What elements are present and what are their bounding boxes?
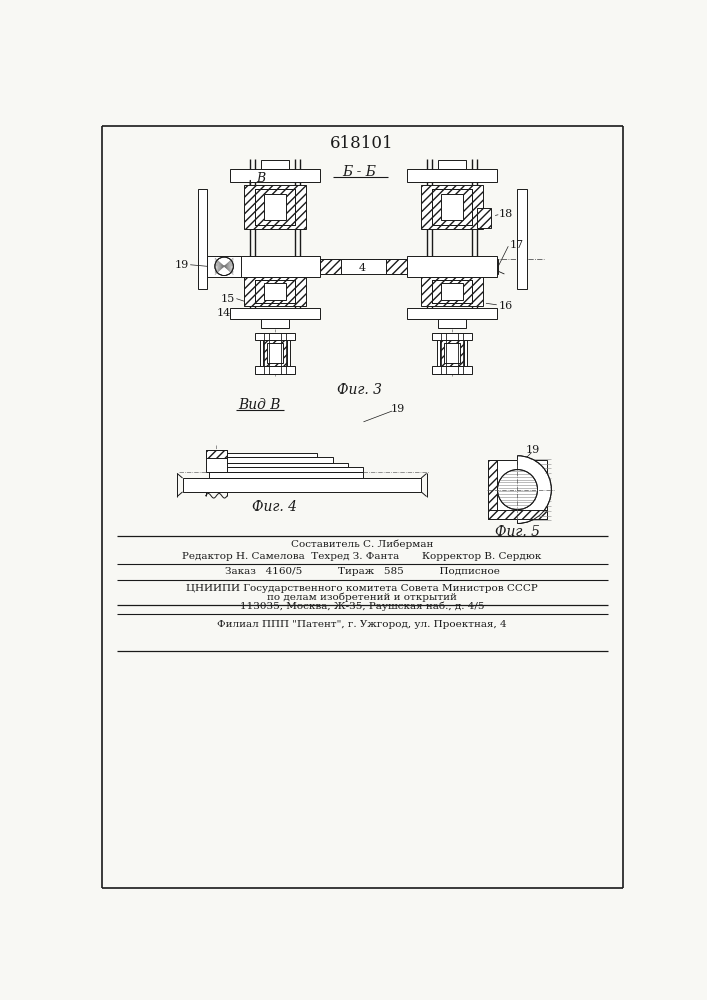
Bar [489,510,547,519]
Text: 15: 15 [221,294,235,304]
Bar [255,366,295,374]
Circle shape [498,470,537,510]
Bar [407,169,497,182]
Text: Вид В: Вид В [238,398,281,412]
Text: по делам изобретений и открытий: по делам изобретений и открытий [267,593,457,602]
Bar [264,283,286,300]
Bar [261,160,288,169]
Text: Филиал ППП "Патент", г. Ужгород, ул. Проектная, 4: Филиал ППП "Патент", г. Ужгород, ул. Про… [217,620,507,629]
Text: Фиг. 3: Фиг. 3 [337,382,382,396]
Bar [209,457,333,463]
Bar [209,453,317,457]
Bar [440,340,464,366]
Bar [244,185,305,229]
Text: 19: 19 [175,260,189,270]
Bar [432,280,472,303]
Bar [255,280,295,303]
Bar [244,277,305,306]
Bar [182,478,421,492]
Text: 16: 16 [498,301,513,311]
Bar [489,460,498,519]
Bar [444,343,460,363]
Bar [206,450,227,472]
Bar [255,333,295,340]
Bar [441,283,463,300]
Bar [206,450,227,458]
Text: ЦНИИПИ Государственного комитета Совета Министров СССР: ЦНИИПИ Государственного комитета Совета … [186,584,538,593]
Bar [255,189,295,225]
Text: Фиг. 4: Фиг. 4 [252,500,298,514]
Bar [438,319,466,328]
Bar [438,160,466,169]
Bar [432,333,472,340]
Bar [518,189,527,289]
Bar [209,463,348,467]
Bar [407,308,497,319]
Bar [432,189,472,225]
Bar [432,366,472,374]
Wedge shape [518,456,551,523]
Text: 19: 19 [391,404,405,414]
Bar [386,259,407,274]
Text: 18: 18 [498,209,513,219]
Text: Составитель С. Либерман: Составитель С. Либерман [291,540,433,549]
Bar [255,189,295,225]
Text: 113035, Москва, Ж-35, Раушская наб., д. 4/5: 113035, Москва, Ж-35, Раушская наб., д. … [240,602,484,611]
Bar [437,333,467,374]
Text: 4: 4 [358,263,366,273]
Bar [432,280,472,303]
Bar [259,333,291,374]
Bar [261,319,288,328]
Bar [198,189,207,289]
Bar [230,169,320,182]
Text: Заказ   4160/5           Тираж   585           Подписное: Заказ 4160/5 Тираж 585 Подписное [225,567,499,576]
Bar [432,189,472,225]
Bar [262,340,287,366]
Bar [407,256,497,277]
Bar [230,256,320,277]
Text: Редактор Н. Самелова  Техред З. Фанта       Корректор В. Сердюк: Редактор Н. Самелова Техред З. Фанта Кор… [182,552,542,561]
Bar [477,208,491,228]
Bar [421,277,483,306]
Bar [230,308,320,319]
Text: Б - Б: Б - Б [343,165,377,179]
Bar [491,259,498,274]
Bar [207,256,241,277]
Bar [209,467,363,472]
Bar [320,259,341,274]
Bar [255,280,295,303]
Bar [267,343,283,363]
Bar [209,472,363,478]
Bar [264,194,286,220]
Bar [441,194,463,220]
Bar [489,460,547,519]
Text: 14: 14 [217,308,231,318]
Circle shape [215,257,233,276]
Text: 17: 17 [510,240,524,250]
Text: 618101: 618101 [330,135,394,152]
Text: Фиг. 5: Фиг. 5 [495,525,540,539]
Bar [421,185,483,229]
Text: 19: 19 [526,445,540,455]
Text: В: В [257,172,266,185]
Bar [320,259,407,274]
